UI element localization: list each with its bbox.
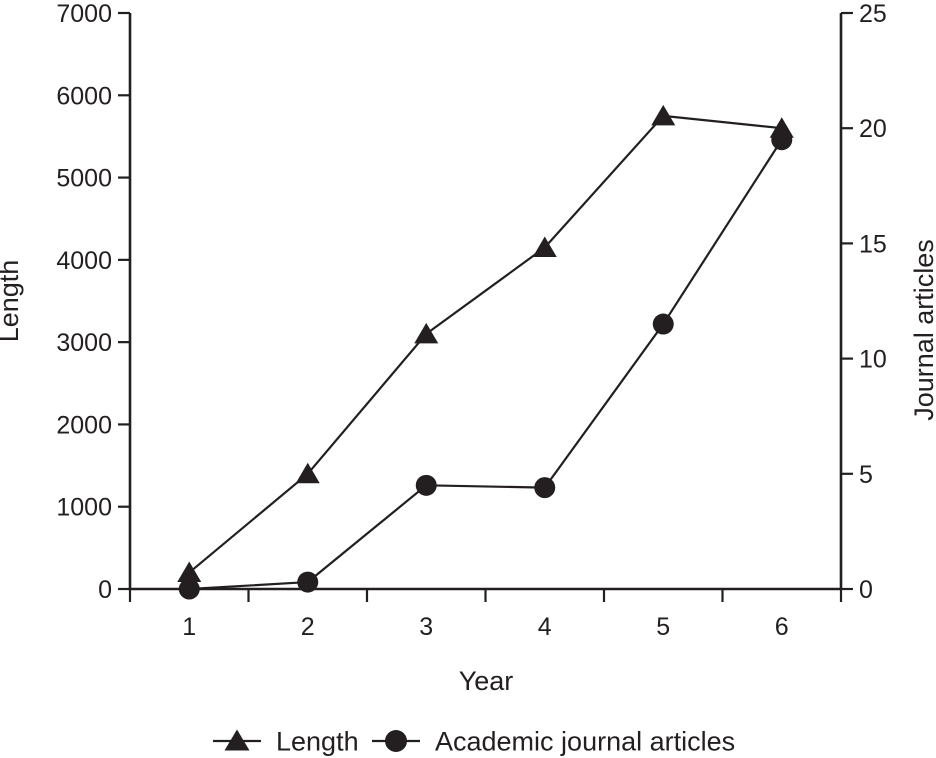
triangle-marker <box>414 322 439 344</box>
circle-marker <box>297 571 319 593</box>
right-axis-title: Journal articles <box>909 239 936 421</box>
legend-circle-icon <box>385 730 407 752</box>
left-axis-title: Length <box>0 260 24 343</box>
left-axis-tick-label: 4000 <box>56 247 112 275</box>
triangle-marker <box>295 462 320 484</box>
right-axis-tick-label: 10 <box>859 346 887 374</box>
circle-marker <box>771 129 793 151</box>
legend-label: Academic journal articles <box>435 727 735 757</box>
x-axis-tick-label: 4 <box>538 613 552 641</box>
x-axis-tick-label: 1 <box>182 613 196 641</box>
x-axis-tick-label: 6 <box>775 613 789 641</box>
legend-label: Length <box>276 727 359 757</box>
x-axis-tick-label: 5 <box>656 613 670 641</box>
series-line-1 <box>189 139 783 591</box>
left-axis-tick-label: 1000 <box>56 494 112 522</box>
left-axis-tick-label: 2000 <box>56 411 112 439</box>
right-axis-tick-label: 0 <box>859 576 873 604</box>
triangle-marker <box>532 236 557 258</box>
left-axis-tick-label: 0 <box>98 576 112 604</box>
right-axis-tick-label: 20 <box>859 115 887 143</box>
triangle-marker <box>651 104 676 126</box>
x-axis-tick-label: 3 <box>419 613 433 641</box>
right-axis-tick-label: 15 <box>859 230 887 258</box>
triangle-marker <box>177 561 202 583</box>
circle-marker <box>534 477 556 499</box>
circle-marker <box>178 578 200 600</box>
x-axis-tick-label: 2 <box>301 613 315 641</box>
left-axis-tick-label: 5000 <box>56 165 112 193</box>
circle-marker <box>415 474 437 496</box>
right-axis-tick-label: 25 <box>859 0 887 28</box>
x-axis-title: Year <box>459 666 514 696</box>
left-axis-tick-label: 6000 <box>56 82 112 110</box>
left-axis-tick-label: 3000 <box>56 329 112 357</box>
series-line-0 <box>188 114 782 574</box>
circle-marker <box>652 313 674 335</box>
left-axis-tick-label: 7000 <box>56 0 112 28</box>
legend-triangle-icon <box>224 729 250 751</box>
right-axis-tick-label: 5 <box>859 461 873 489</box>
